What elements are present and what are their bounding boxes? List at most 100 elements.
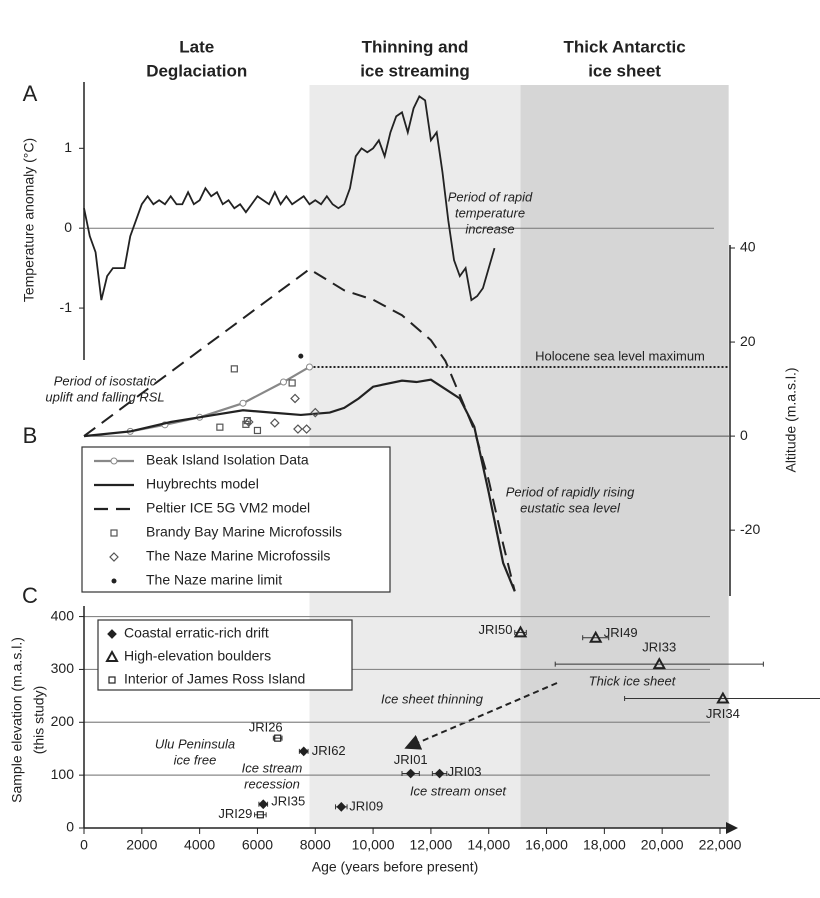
annotation: ice free bbox=[174, 752, 217, 767]
legend-label: Peltier ICE 5G VM2 model bbox=[146, 500, 310, 516]
phase-header: ice streaming bbox=[360, 61, 470, 80]
marker bbox=[405, 768, 416, 779]
point-label: JRI09 bbox=[349, 798, 383, 813]
point-label: JRI03 bbox=[448, 764, 482, 779]
x-tick-label: 16,000 bbox=[525, 837, 568, 853]
annotation: Period of isostatic bbox=[54, 373, 157, 388]
marker bbox=[110, 529, 118, 537]
point-label: JRI34 bbox=[706, 706, 740, 721]
phase-header: Thick Antarctic bbox=[564, 37, 686, 56]
x-tick-label: 14,000 bbox=[467, 837, 510, 853]
phase-header: Deglaciation bbox=[146, 61, 247, 80]
legend-box bbox=[97, 619, 353, 691]
marker bbox=[513, 625, 528, 638]
data-line bbox=[130, 366, 311, 433]
marker bbox=[111, 578, 117, 584]
marker bbox=[269, 418, 280, 428]
x-tick-label: 20,000 bbox=[641, 837, 684, 853]
marker bbox=[336, 802, 347, 812]
legend-label: Coastal erratic-rich drift bbox=[124, 625, 269, 641]
x-tick-label: 8000 bbox=[300, 837, 331, 853]
marker bbox=[258, 799, 269, 810]
x-tick-label: 6000 bbox=[242, 837, 273, 853]
marker bbox=[652, 657, 666, 670]
marker bbox=[588, 630, 603, 643]
marker bbox=[105, 649, 119, 662]
marker bbox=[274, 734, 282, 742]
marker bbox=[109, 552, 119, 562]
x-tick-label: 12,000 bbox=[409, 837, 452, 853]
marker bbox=[243, 417, 254, 427]
marker bbox=[239, 399, 247, 407]
legend-label: Brandy Bay Marine Microfossils bbox=[146, 524, 342, 540]
legend-label: High-elevation boulders bbox=[124, 648, 271, 664]
marker bbox=[298, 746, 309, 757]
annotation: uplift and falling RSL bbox=[45, 389, 164, 404]
phase-band bbox=[520, 85, 729, 828]
data-line bbox=[83, 267, 516, 592]
y-tick-label: 400 bbox=[51, 607, 75, 623]
annotation: eustatic sea level bbox=[520, 500, 621, 515]
marker bbox=[253, 426, 262, 435]
marker bbox=[298, 353, 304, 359]
marker bbox=[107, 629, 117, 639]
legend-label: The Naze marine limit bbox=[146, 572, 282, 588]
x-tick-label: 18,000 bbox=[583, 837, 626, 853]
annotation: Period of rapid bbox=[448, 189, 533, 204]
x-tick-label: 22,000 bbox=[699, 837, 742, 853]
point-label: JRI01 bbox=[394, 752, 428, 767]
x-tick-label: 4000 bbox=[184, 837, 215, 853]
marker bbox=[301, 424, 312, 434]
y-axis-label: Sample elevation (m.a.s.l.) bbox=[9, 637, 25, 803]
y-tick-label: 100 bbox=[51, 766, 75, 782]
point-label: JRI49 bbox=[604, 625, 638, 640]
marker bbox=[230, 365, 238, 373]
y-tick-label: 300 bbox=[51, 660, 75, 676]
panel-letter: A bbox=[23, 81, 38, 106]
marker bbox=[110, 457, 118, 465]
marker bbox=[279, 378, 287, 386]
point-label: JRI29 bbox=[218, 806, 252, 821]
legend-label: Interior of James Ross Island bbox=[124, 671, 305, 687]
marker bbox=[310, 407, 321, 418]
y-axis-label: (this study) bbox=[31, 686, 47, 754]
y-tick-label: 0 bbox=[66, 819, 74, 835]
marker bbox=[293, 424, 303, 434]
phase-backgrounds bbox=[84, 85, 729, 828]
legend-box bbox=[81, 446, 391, 593]
legend-label: Huybrechts model bbox=[146, 476, 259, 492]
annotation: Period of rapidly rising bbox=[506, 484, 635, 499]
thinning-arrow bbox=[404, 682, 558, 750]
marker bbox=[305, 363, 313, 371]
x-tick-label: 0 bbox=[80, 837, 88, 853]
legend-label: Beak Island Isolation Data bbox=[146, 452, 309, 468]
panel-letter: B bbox=[23, 423, 38, 448]
y-tick-label: 0 bbox=[740, 427, 748, 443]
point-label: JRI33 bbox=[642, 640, 676, 655]
y-tick-label: 200 bbox=[51, 713, 75, 729]
x-tick-label: 10,000 bbox=[352, 837, 395, 853]
marker bbox=[216, 423, 224, 431]
y-tick-label: 20 bbox=[740, 333, 756, 349]
annotation: recession bbox=[244, 776, 300, 791]
reference-label: Holocene sea level maximum bbox=[535, 348, 705, 363]
annotation: temperature bbox=[455, 205, 525, 220]
point-label: JRI26 bbox=[249, 720, 283, 735]
annotation: Thick ice sheet bbox=[589, 673, 677, 688]
y-tick-label: -20 bbox=[740, 521, 760, 537]
marker bbox=[290, 393, 300, 404]
annotation: Ice sheet thinning bbox=[381, 691, 484, 706]
point-label: JRI35 bbox=[271, 794, 305, 809]
point-label: JRI62 bbox=[312, 743, 346, 758]
y-tick-label: -1 bbox=[60, 299, 73, 315]
marker bbox=[434, 768, 445, 779]
y-tick-label: 1 bbox=[64, 139, 72, 155]
legend-label: The Naze Marine Microfossils bbox=[146, 548, 330, 564]
point-label: JRI50 bbox=[479, 622, 513, 637]
phase-header: Late bbox=[179, 37, 214, 56]
marker bbox=[256, 811, 264, 819]
marker bbox=[243, 416, 251, 425]
annotation: Ulu Peninsula bbox=[155, 736, 235, 751]
annotation: Ice stream onset bbox=[410, 783, 507, 798]
